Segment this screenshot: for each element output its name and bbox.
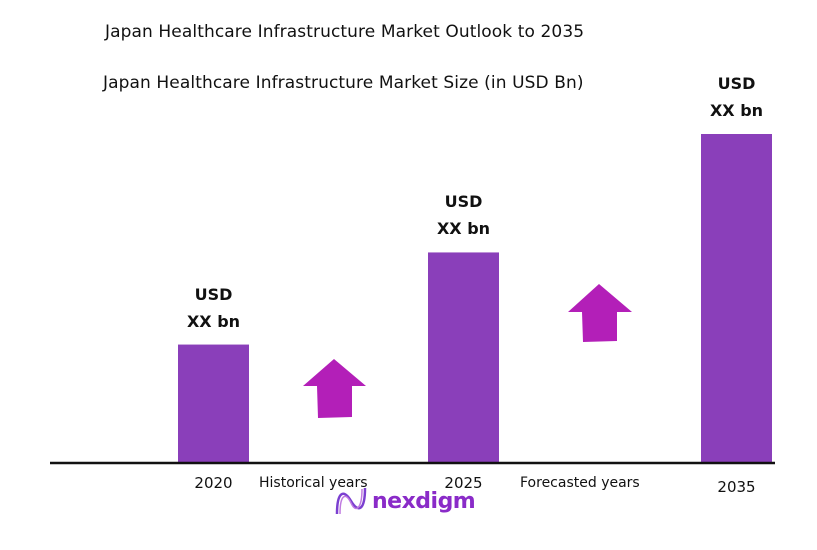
x-tick-label: 2025 — [444, 474, 483, 492]
up-arrow-icon — [303, 359, 366, 418]
forecasted-years-label: Forecasted years — [520, 475, 640, 491]
bar-2020 — [178, 344, 249, 463]
data-label-2025: USD XX bn — [414, 188, 514, 242]
data-label-line: USD — [194, 284, 233, 304]
chart-title: Japan Healthcare Infrastructure Market O… — [105, 22, 585, 42]
data-label-2020: USD XX bn — [164, 281, 264, 335]
data-label-line: XX bn — [709, 101, 764, 120]
historical-years-label: Historical years — [259, 475, 368, 491]
up-arrow-icon — [568, 284, 632, 342]
bar-2035 — [701, 134, 772, 463]
chart-subtitle: Japan Healthcare Infrastructure Market S… — [103, 73, 584, 93]
logo-wave-icon — [335, 487, 367, 515]
data-label-line: XX bn — [436, 219, 491, 239]
data-label-line: USD — [444, 192, 483, 212]
nexdigm-logo: nexdigm — [334, 486, 476, 516]
bar-2025 — [428, 252, 499, 463]
data-label-line: XX bn — [186, 311, 241, 331]
data-label-2035: USD XX bn — [687, 70, 787, 124]
x-tick-label: 2035 — [717, 478, 756, 496]
logo-text: nexdigm — [372, 488, 476, 514]
x-tick-label: 2020 — [194, 474, 233, 492]
data-label-line: USD — [717, 74, 756, 93]
